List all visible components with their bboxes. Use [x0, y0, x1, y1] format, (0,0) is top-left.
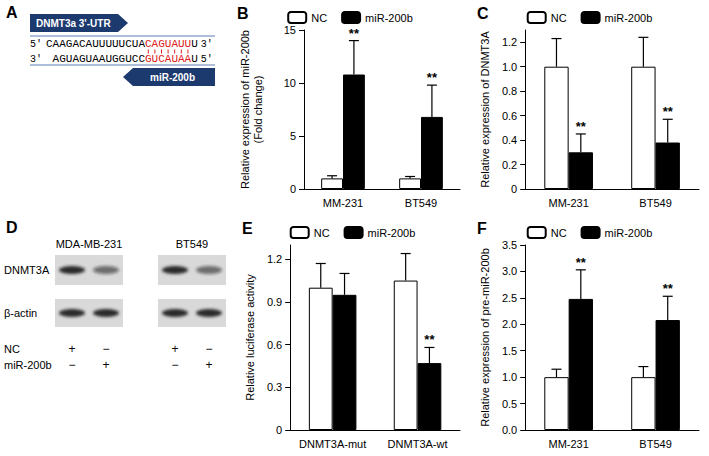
svg-text:+: +	[68, 342, 75, 356]
svg-text:BT549: BT549	[639, 438, 671, 450]
svg-text:BT549: BT549	[639, 197, 671, 209]
svg-text:F: F	[477, 220, 487, 237]
svg-text:**: **	[349, 26, 360, 41]
svg-text:MDA-MB-231: MDA-MB-231	[56, 238, 123, 250]
svg-text:Relative luciferase activity: Relative luciferase activity	[244, 274, 256, 401]
html-text:A G U A G U A A U G G U C C G: A G U A G U A A U G G U C C G U C A U A …	[52, 53, 192, 65]
svg-text:BT549: BT549	[405, 197, 437, 209]
svg-text:1.0: 1.0	[502, 61, 517, 73]
svg-text:−: −	[171, 358, 178, 372]
svg-text:miR-200b: miR-200b	[368, 227, 416, 239]
svg-text:BT549: BT549	[176, 238, 208, 250]
svg-text:miR-200b: miR-200b	[150, 72, 195, 83]
svg-text:2.5: 2.5	[502, 292, 517, 304]
svg-text:0.4: 0.4	[502, 134, 517, 146]
svg-text:DNMT3a 3'-UTR: DNMT3a 3'-UTR	[36, 18, 111, 29]
svg-text:Relative expression of miR-200: Relative expression of miR-200b	[239, 30, 251, 189]
svg-text:0: 0	[511, 183, 517, 195]
svg-text:0.5: 0.5	[502, 398, 517, 410]
svg-text:**: **	[576, 119, 587, 134]
svg-text:3.5: 3.5	[502, 239, 517, 251]
svg-text:1.5: 1.5	[502, 345, 517, 357]
svg-text:+: +	[102, 358, 109, 372]
svg-text:(Fold change): (Fold change)	[252, 76, 264, 144]
svg-text:1.2: 1.2	[267, 253, 282, 265]
svg-text:miR-200b: miR-200b	[605, 227, 653, 239]
svg-text:DNMT3A-wt: DNMT3A-wt	[388, 438, 448, 450]
svg-text:Relative expression of pre-miR: Relative expression of pre-miR-200b	[479, 248, 491, 427]
svg-text:miR-200b: miR-200b	[4, 359, 52, 371]
svg-text:miR-200b: miR-200b	[605, 12, 653, 24]
svg-text:3.0: 3.0	[502, 265, 517, 277]
svg-text:0: 0	[276, 424, 282, 436]
svg-text:+: +	[171, 342, 178, 356]
svg-text:β-actin: β-actin	[4, 307, 37, 319]
svg-text:3': 3'	[30, 54, 42, 65]
svg-text:NC: NC	[4, 343, 20, 355]
svg-text:**: **	[576, 255, 587, 270]
svg-text:NC: NC	[311, 12, 327, 24]
svg-text:MM-231: MM-231	[548, 197, 588, 209]
svg-text:E: E	[242, 220, 253, 237]
svg-text:5': 5'	[201, 54, 213, 65]
html-text:C A A G A C A U U U U U C U A: C A A G A C A U U U U U C U A C A G U A …	[46, 38, 192, 50]
svg-text:1.2: 1.2	[502, 36, 517, 48]
svg-text:NC: NC	[551, 12, 567, 24]
svg-text:B: B	[237, 5, 249, 22]
svg-text:U: U	[191, 38, 198, 50]
svg-text:−: −	[68, 358, 75, 372]
svg-text:D: D	[6, 219, 18, 236]
svg-text:+: +	[205, 358, 212, 372]
svg-text:0.3: 0.3	[267, 381, 282, 393]
svg-text:**: **	[663, 104, 674, 119]
svg-text:1.0: 1.0	[502, 371, 517, 383]
svg-text:0.8: 0.8	[502, 85, 517, 97]
svg-text:5: 5	[290, 130, 296, 142]
svg-text:**: **	[424, 332, 435, 347]
svg-text:NC: NC	[314, 227, 330, 239]
svg-text:0.6: 0.6	[502, 110, 517, 122]
svg-text:−: −	[102, 342, 109, 356]
svg-text:NC: NC	[551, 227, 567, 239]
svg-text:DNMT3A: DNMT3A	[4, 264, 50, 276]
svg-text:0: 0	[290, 183, 296, 195]
svg-text:**: **	[663, 281, 674, 296]
svg-text:miR-200b: miR-200b	[365, 12, 413, 24]
svg-text:**: **	[427, 70, 438, 85]
svg-text:MM-231: MM-231	[548, 438, 588, 450]
svg-text:MM-231: MM-231	[323, 197, 363, 209]
svg-text:15: 15	[284, 24, 296, 36]
svg-text:DNMT3A-mut: DNMT3A-mut	[299, 438, 366, 450]
svg-text:0.6: 0.6	[267, 339, 282, 351]
svg-text:10: 10	[284, 77, 296, 89]
svg-text:Relative expression of DNMT3A: Relative expression of DNMT3A	[479, 31, 491, 188]
svg-text:3': 3'	[201, 39, 213, 50]
svg-text:U: U	[191, 53, 198, 65]
svg-text:2.0: 2.0	[502, 318, 517, 330]
svg-text:0.9: 0.9	[267, 296, 282, 308]
svg-text:−: −	[205, 342, 212, 356]
svg-text:5': 5'	[30, 39, 42, 50]
svg-text:A: A	[6, 4, 18, 21]
svg-text:0.0: 0.0	[502, 424, 517, 436]
svg-text:C: C	[477, 5, 489, 22]
svg-text:0.2: 0.2	[502, 159, 517, 171]
